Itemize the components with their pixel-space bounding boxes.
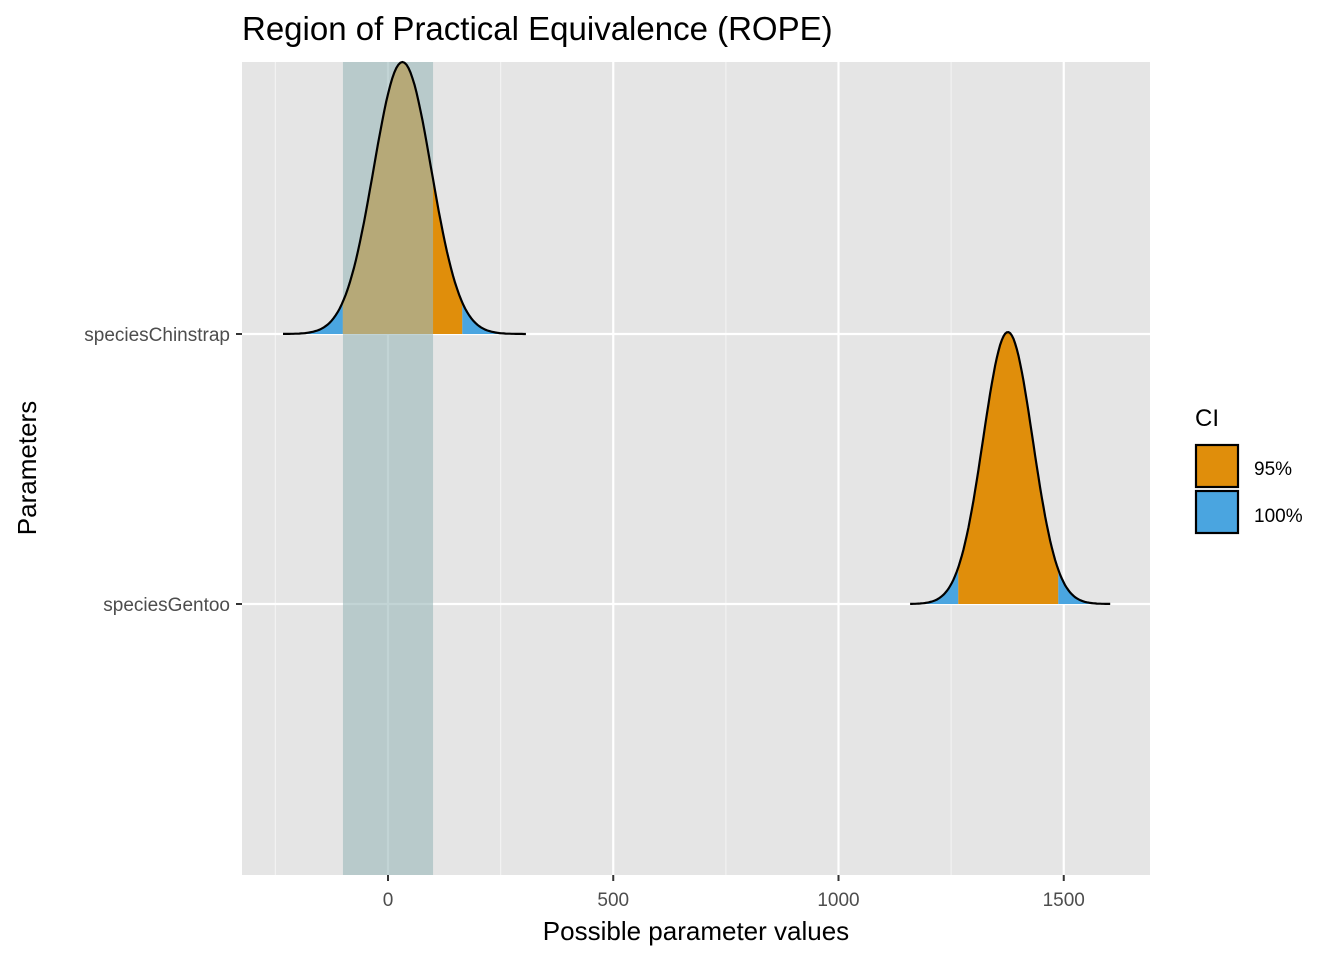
density-outline [910, 330, 1111, 605]
legend-key-95 [1194, 443, 1240, 489]
x-tick-label: 500 [597, 890, 629, 911]
chart-title: Region of Practical Equivalence (ROPE) [242, 10, 833, 47]
x-axis-title: Possible parameter values [543, 916, 849, 946]
y-axis: speciesChinstrap speciesGentoo [84, 325, 242, 616]
x-axis: 0 500 1000 1500 [383, 875, 1085, 911]
y-axis-title: Parameters [12, 401, 42, 535]
density-tail-right [1058, 569, 1111, 604]
x-tick-label: 1500 [1043, 890, 1085, 911]
grid-minor [274, 62, 952, 875]
rope-band [342, 62, 434, 875]
density-tail-left [283, 301, 343, 334]
density-outline [283, 60, 526, 336]
y-tick-label: speciesGentoo [103, 595, 230, 616]
y-tick-label: speciesChinstrap [84, 325, 230, 346]
legend-key-100 [1194, 489, 1240, 535]
density-outlines [283, 60, 1111, 605]
x-tick-label: 1000 [817, 890, 859, 911]
x-tick-label: 0 [383, 890, 394, 911]
legend-title: CI [1195, 405, 1219, 432]
density-ci95 [958, 332, 1059, 604]
legend-label-95: 95% [1254, 459, 1292, 480]
legend-label-100: 100% [1254, 506, 1303, 527]
density-tail-left [910, 567, 959, 604]
legend: CI 95% 100% [1194, 405, 1303, 535]
